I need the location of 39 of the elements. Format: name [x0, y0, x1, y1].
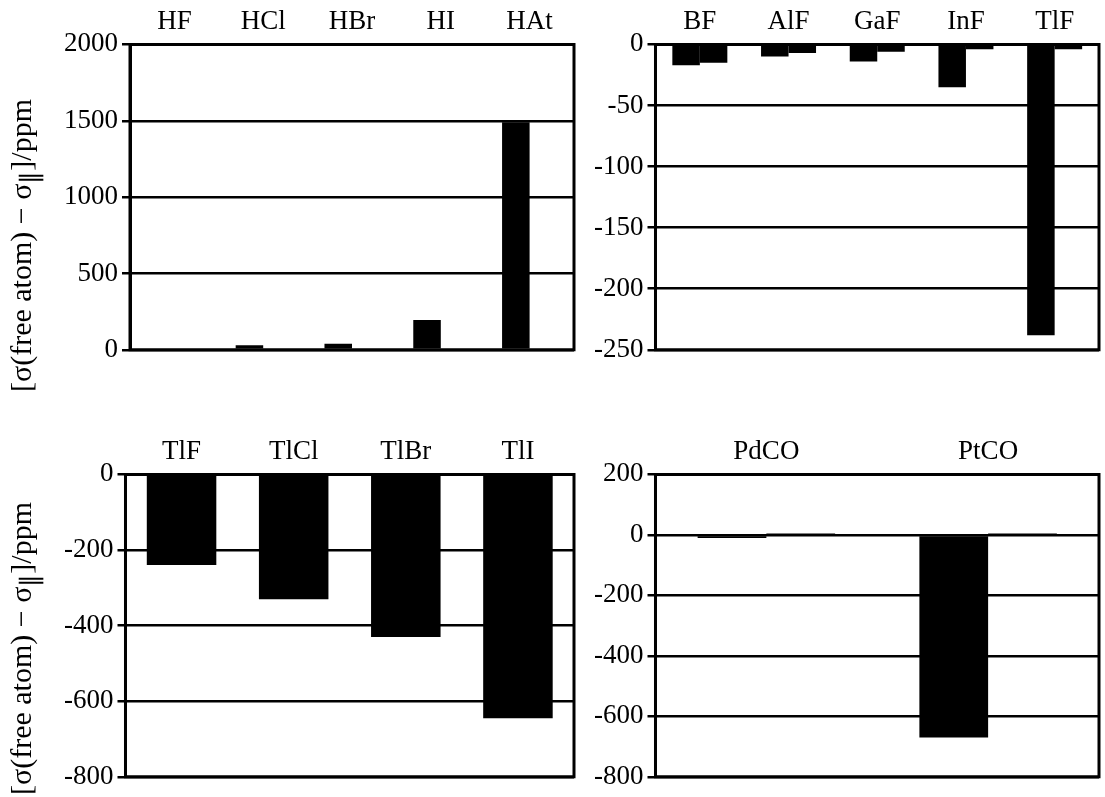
x-tick-label: HI — [426, 5, 456, 36]
y-tick-label: -200 — [593, 271, 644, 302]
y-tick-label: -800 — [593, 759, 644, 790]
bar — [413, 320, 441, 349]
y-tick-label: -250 — [593, 332, 644, 363]
x-tick-label: TlCl — [268, 435, 319, 466]
x-tick-label: InF — [947, 5, 985, 36]
x-tick-label: AlF — [767, 5, 810, 36]
x-tick-label: HCl — [240, 5, 286, 36]
y-tick-label: 1000 — [64, 180, 118, 211]
y-tick-label: -200 — [63, 533, 114, 564]
y-tick-label: -100 — [593, 149, 644, 180]
y-tick-label: 500 — [77, 256, 118, 287]
x-tick-label: TlI — [501, 435, 535, 466]
y-tick-label: -50 — [607, 88, 644, 119]
y-tick-label: 0 — [99, 457, 114, 488]
x-tick-label: TlF — [162, 435, 202, 466]
x-tick-label: GaF — [854, 5, 901, 36]
y-tick-label: -400 — [63, 608, 114, 639]
y-tick-label: -400 — [593, 638, 644, 669]
x-tick-label: PdCO — [733, 435, 800, 466]
y-tick-label: 1500 — [64, 103, 118, 134]
y-tick-label: 200 — [602, 457, 644, 488]
x-tick-label: TlF — [1035, 5, 1075, 36]
x-tick-label: HF — [157, 5, 192, 36]
y-tick-label: -600 — [63, 684, 114, 715]
y-tick-label: 2000 — [64, 27, 118, 58]
y-tick-label: -600 — [593, 699, 644, 730]
x-tick-label: HAt — [506, 5, 554, 36]
x-tick-label: TlBr — [380, 435, 432, 466]
y-tick-label: 0 — [629, 27, 644, 58]
y-tick-label: -200 — [593, 578, 644, 609]
y-tick-label: 0 — [629, 517, 644, 548]
y-tick-label: -150 — [593, 210, 644, 241]
x-tick-label: HBr — [328, 5, 376, 36]
x-tick-label: PtCO — [958, 435, 1019, 466]
y-tick-label: 0 — [104, 332, 118, 363]
x-tick-label: BF — [683, 5, 717, 36]
y-tick-label: -800 — [63, 759, 114, 790]
